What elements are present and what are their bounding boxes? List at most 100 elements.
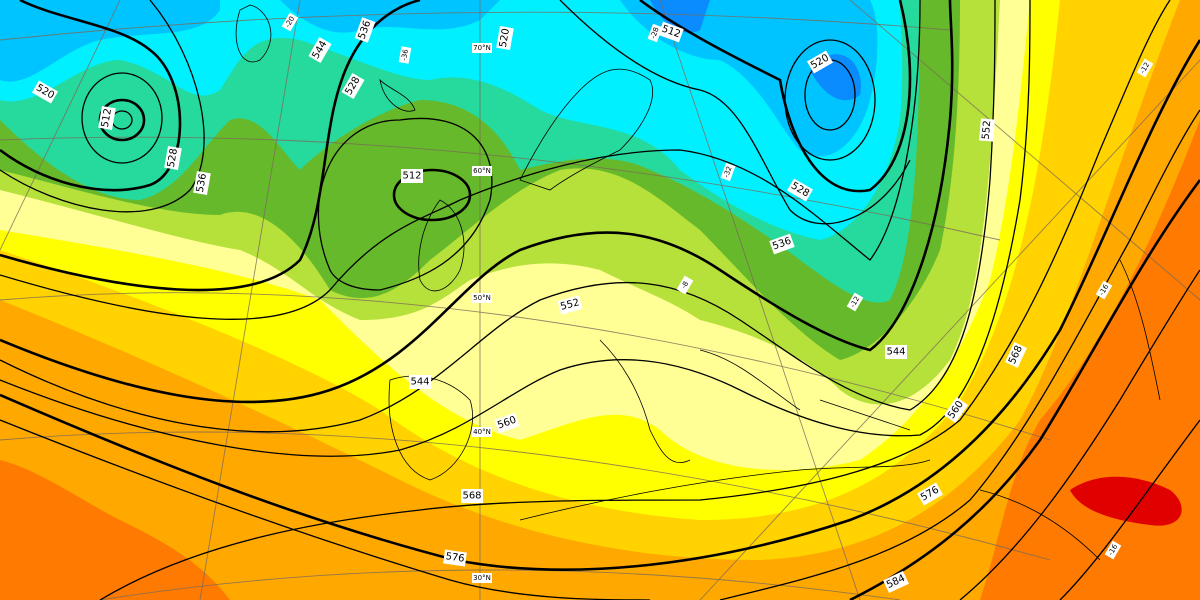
- map-element: [0, 136, 1001, 241]
- map-element: 520: [496, 25, 514, 51]
- shading-red: [1070, 476, 1182, 526]
- contour-line: [885, 345, 907, 359]
- latitude-label: 60°N: [473, 167, 491, 175]
- contour-line: [519, 459, 931, 521]
- contour-line: [472, 573, 492, 583]
- temperature-label: -32: [722, 165, 733, 178]
- contour-line: [916, 482, 944, 506]
- map-element: [0, 0, 121, 251]
- contour-line: [354, 17, 376, 43]
- contour-line: [281, 12, 299, 32]
- contour-label: 512: [100, 108, 114, 129]
- latitude-label: 30°N: [473, 574, 491, 582]
- shading-blue: [0, 0, 878, 157]
- map-element: 40°N: [472, 427, 492, 437]
- contour-label: 552: [559, 297, 580, 313]
- contour-line: [559, 0, 911, 225]
- contour-line: [769, 233, 795, 255]
- map-element: [0, 431, 1051, 561]
- contour-line: [398, 46, 412, 64]
- temperature-labels: -36 -28 -12 -32 -20 -12 -16 -8 -16: [281, 12, 1154, 560]
- contour-line: [647, 23, 663, 43]
- contour-line: [849, 179, 1200, 600]
- contour-line: [0, 0, 1031, 457]
- contour-line: [341, 72, 365, 100]
- shading-dark-orange: [980, 120, 1200, 600]
- contour-label: 512: [402, 171, 421, 182]
- contour-line: [658, 21, 684, 43]
- contour-line: [0, 419, 651, 600]
- contour-line: [401, 169, 423, 183]
- shading-cyan: [0, 0, 903, 240]
- map-element: 536: [193, 170, 211, 196]
- latitude-label: 70°N: [473, 44, 491, 52]
- map-element: -12: [846, 292, 864, 312]
- contour-line: [461, 489, 483, 503]
- contour-line: [472, 43, 492, 53]
- map-element: -36: [398, 46, 412, 64]
- contour-line: [0, 0, 921, 320]
- map-element: -16: [1095, 280, 1113, 300]
- contour-line: [443, 549, 467, 567]
- contour-line: [0, 0, 954, 404]
- map-element: 50°N: [472, 293, 492, 303]
- map-element: 552: [557, 295, 583, 315]
- contour-line: [409, 375, 431, 389]
- contour-line: [519, 68, 654, 191]
- map-element: 528: [786, 178, 814, 202]
- map-element: 576: [443, 549, 467, 567]
- contour-line: [0, 0, 182, 192]
- contour-line: [786, 178, 814, 202]
- contour-labels: 512 520 528 536 544 536 528 520 512 512 …: [31, 17, 1027, 593]
- map-element: 576: [916, 482, 944, 506]
- contour-line: [557, 295, 583, 315]
- contour-line: [98, 105, 116, 131]
- map-element: -32: [720, 162, 736, 182]
- contour-line: [472, 166, 492, 176]
- map-element: 528: [164, 145, 182, 171]
- map-element: 552: [979, 118, 995, 142]
- contour-line: [1136, 58, 1154, 78]
- map-element: 70°N: [472, 43, 492, 53]
- map-element: 528: [341, 72, 365, 100]
- map-element: 568: [461, 489, 483, 503]
- map-element: -8: [676, 275, 694, 295]
- contour-line: [1005, 342, 1027, 368]
- latitude-label: 40°N: [473, 428, 491, 436]
- temperature-label: -36: [400, 48, 410, 61]
- map-element: 512: [98, 105, 116, 131]
- map-element: -12: [1136, 58, 1154, 78]
- contour-label: 528: [166, 148, 180, 169]
- map-element: 560: [494, 412, 520, 434]
- map-element: [659, 0, 861, 600]
- map-element: 60°N: [472, 166, 492, 176]
- contour-line: [472, 427, 492, 437]
- contour-line: [720, 162, 736, 182]
- map-element: 544: [885, 345, 907, 359]
- contour-line: [1104, 540, 1122, 560]
- map-element: 544: [308, 36, 332, 64]
- contour-label: 536: [195, 173, 209, 194]
- contour-line: [1095, 280, 1113, 300]
- contour-line: [0, 0, 996, 433]
- map-element: 536: [354, 17, 376, 43]
- map-element: [199, 0, 301, 600]
- contour-label: 552: [981, 120, 994, 140]
- map-element: 30°N: [472, 573, 492, 583]
- map-element: 568: [1005, 342, 1027, 368]
- contour-line: [317, 117, 493, 291]
- map-element: 520: [31, 80, 59, 104]
- contour-line: [846, 292, 864, 312]
- map-element: 536: [769, 233, 795, 255]
- latitude-label: 50°N: [473, 294, 491, 302]
- map-element: 512: [658, 21, 684, 43]
- shading-dark-blue: [650, 0, 861, 101]
- map-element: [0, 11, 951, 41]
- contour-line: [0, 0, 205, 213]
- contour-label: 576: [445, 551, 465, 565]
- temperature-label: -28: [649, 26, 660, 39]
- contour-line: [599, 339, 691, 463]
- map-element: -16: [1104, 540, 1122, 560]
